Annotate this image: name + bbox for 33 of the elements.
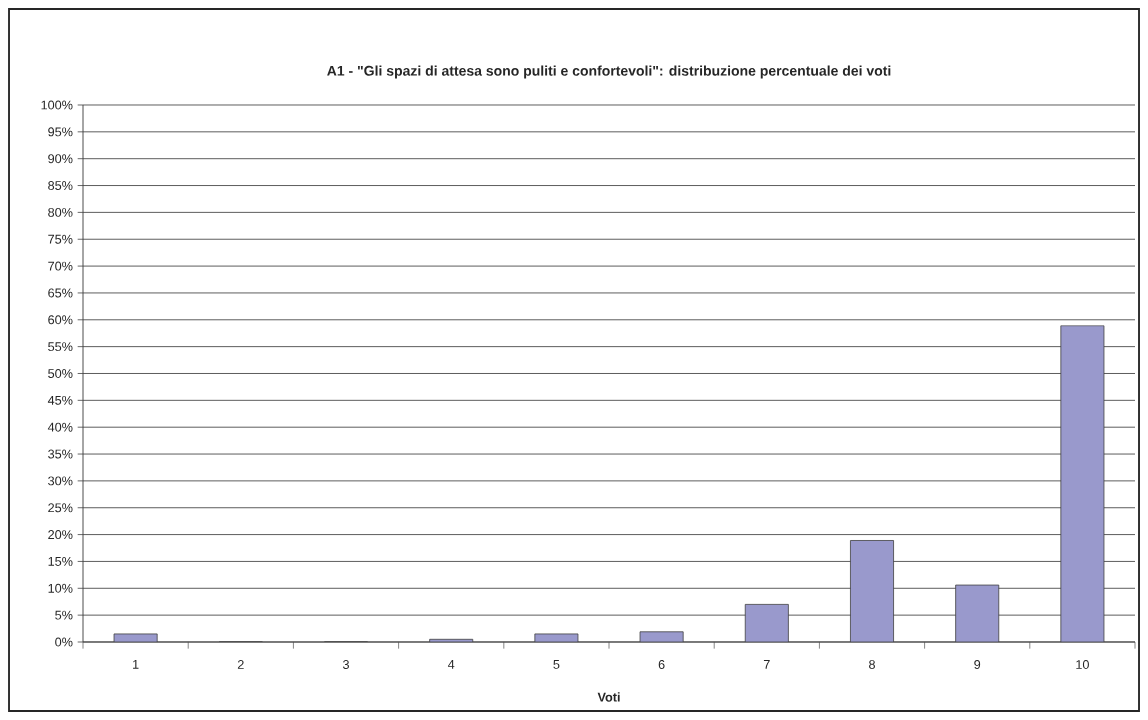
y-tick-label: 60% xyxy=(48,315,73,325)
y-tick-label: 15% xyxy=(48,556,73,566)
y-tick-label: 95% xyxy=(48,127,73,137)
x-tick-label: 9 xyxy=(974,660,981,669)
y-tick-label: 20% xyxy=(48,530,73,540)
y-tick-label: 85% xyxy=(48,181,73,191)
y-tick-label: 90% xyxy=(48,154,73,164)
x-tick-label: 7 xyxy=(763,660,770,669)
x-tick-label: 4 xyxy=(447,660,455,669)
x-tick-label: 6 xyxy=(658,660,665,669)
y-tick-label: 10% xyxy=(48,583,73,593)
y-tick-label: 30% xyxy=(48,476,73,486)
y-tick-label: 80% xyxy=(48,207,73,217)
chart-title: A1 - "Gli spazi di attesa sono puliti e confortevoli": distribuzione percentuale dei voti xyxy=(327,65,891,79)
y-tick-label: 65% xyxy=(48,288,73,298)
y-tick-label: 40% xyxy=(47,422,73,432)
y-tick-label: 55% xyxy=(48,342,73,352)
x-tick-label: 2 xyxy=(237,660,244,669)
x-tick-label: 8 xyxy=(869,660,875,669)
x-tick-label: 1 xyxy=(133,660,139,669)
x-tick-label: 10 xyxy=(1076,660,1089,669)
y-tick-label: 25% xyxy=(48,503,73,513)
y-tick-label: 50% xyxy=(48,369,73,378)
y-tick-label: 75% xyxy=(48,234,73,244)
x-axis-title: Voti xyxy=(597,692,620,702)
x-tick-label: 3 xyxy=(342,660,349,669)
y-tick-label: 0% xyxy=(55,637,73,647)
y-tick-label: 70% xyxy=(48,261,73,271)
x-tick-label: 5 xyxy=(553,660,560,669)
y-tick-label: 5% xyxy=(55,610,73,620)
y-tick-label: 35% xyxy=(48,449,73,459)
y-tick-label: 100% xyxy=(41,100,73,110)
y-tick-label: 45% xyxy=(47,395,73,405)
